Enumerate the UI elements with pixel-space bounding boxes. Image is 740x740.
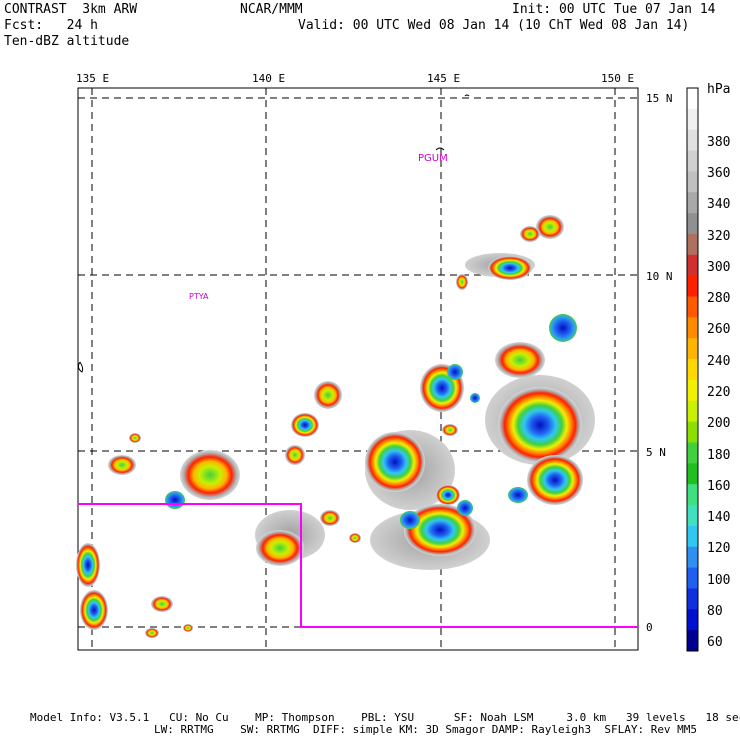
colorbar-tick-label: 220	[707, 384, 731, 400]
colorbar-tick-label: 140	[707, 510, 731, 525]
colorbar-tick-label: 240	[707, 353, 731, 369]
colorbar-tick-label: 160	[707, 478, 731, 494]
lon-label-140: 140 E	[252, 72, 286, 85]
guam-coastline	[435, 147, 445, 151]
colorbar-tick-label: 380	[707, 134, 731, 150]
colorbar-tick-label: 300	[707, 259, 731, 275]
colorbar-swatch	[687, 129, 698, 152]
colorbar-tick-label: 340	[707, 197, 731, 213]
colorbar-swatch	[687, 546, 698, 569]
domain-boundary	[78, 503, 638, 628]
lat-label-10n: 10 N	[646, 270, 673, 283]
colorbar-swatch	[687, 233, 698, 256]
island-coastline	[464, 94, 470, 97]
echo-cells	[76, 215, 595, 638]
colorbar-tick-label: 320	[707, 228, 731, 244]
lat-label-eq: 0	[646, 621, 653, 634]
colorbar-swatch	[687, 463, 698, 485]
colorbar-swatch	[687, 254, 698, 277]
colorbar-tick-label: 60	[707, 635, 723, 651]
colorbar-swatch	[687, 171, 698, 193]
colorbar-swatch	[687, 525, 698, 548]
map-frame	[77, 87, 639, 651]
colorbar-swatch	[687, 505, 698, 527]
colorbar-tick-label: 80	[707, 603, 723, 619]
colorbar-swatch	[687, 296, 698, 318]
footer-model-info: Model Info: V3.5.1 CU: No Cu MP: Thompso…	[30, 711, 740, 724]
colorbar-swatch	[687, 630, 698, 652]
colorbar-tick-label: 280	[707, 291, 731, 307]
colorbar-frame	[686, 87, 699, 652]
colorbar-tick-label: 260	[707, 322, 731, 338]
palau-coastline	[77, 361, 84, 373]
colorbar-swatch	[687, 275, 698, 298]
colorbar-swatch	[687, 317, 698, 339]
colorbar-swatch	[687, 609, 698, 631]
colorbar-swatch	[687, 150, 698, 172]
header-field-name: Ten-dBZ altitude	[4, 34, 130, 49]
header-institution: NCAR/MMM	[240, 2, 303, 17]
colorbar-swatch	[687, 192, 698, 214]
colorbar-unit: hPa	[707, 82, 731, 97]
colorbar-tick-label: 120	[707, 541, 731, 557]
colorbar-tick-label: 360	[707, 166, 731, 181]
lat-label-5n: 5 N	[646, 446, 666, 459]
lat-label-15n: 15 N	[646, 92, 673, 105]
colorbar-tick-label: 200	[707, 416, 731, 432]
colorbar-swatch	[687, 108, 698, 131]
header-init-time: Init: 00 UTC Tue 07 Jan 14	[512, 2, 716, 17]
colorbar-swatch	[687, 359, 698, 381]
station-label-ptya: PTYA	[189, 292, 209, 301]
header-valid-time: Valid: 00 UTC Wed 08 Jan 14 (10 ChT Wed …	[298, 18, 690, 33]
colorbar	[686, 87, 699, 652]
colorbar-swatch	[687, 567, 698, 589]
lon-label-150: 150 E	[601, 72, 635, 85]
header-forecast-hour: Fcst: 24 h	[4, 18, 98, 33]
lon-label-145: 145 E	[427, 72, 461, 85]
colorbar-swatch	[687, 484, 698, 506]
colorbar-tick-label: 100	[707, 572, 731, 588]
header-model-title: CONTRAST 3km ARW	[4, 2, 138, 17]
colorbar-swatch	[687, 400, 698, 423]
colorbar-swatch	[687, 421, 698, 443]
colorbar-swatch	[687, 88, 698, 110]
colorbar-swatch	[687, 442, 698, 464]
footer-physics-info: LW: RRTMG SW: RRTMG DIFF: simple KM: 3D …	[154, 723, 698, 736]
colorbar-swatch	[687, 588, 698, 610]
station-label-pgum: PGUM	[418, 153, 448, 164]
colorbar-tick-label: 180	[707, 447, 731, 463]
lon-label-135: 135 E	[76, 72, 110, 85]
colorbar-swatch	[687, 379, 698, 402]
colorbar-swatch	[687, 338, 698, 360]
colorbar-swatch	[687, 213, 698, 235]
